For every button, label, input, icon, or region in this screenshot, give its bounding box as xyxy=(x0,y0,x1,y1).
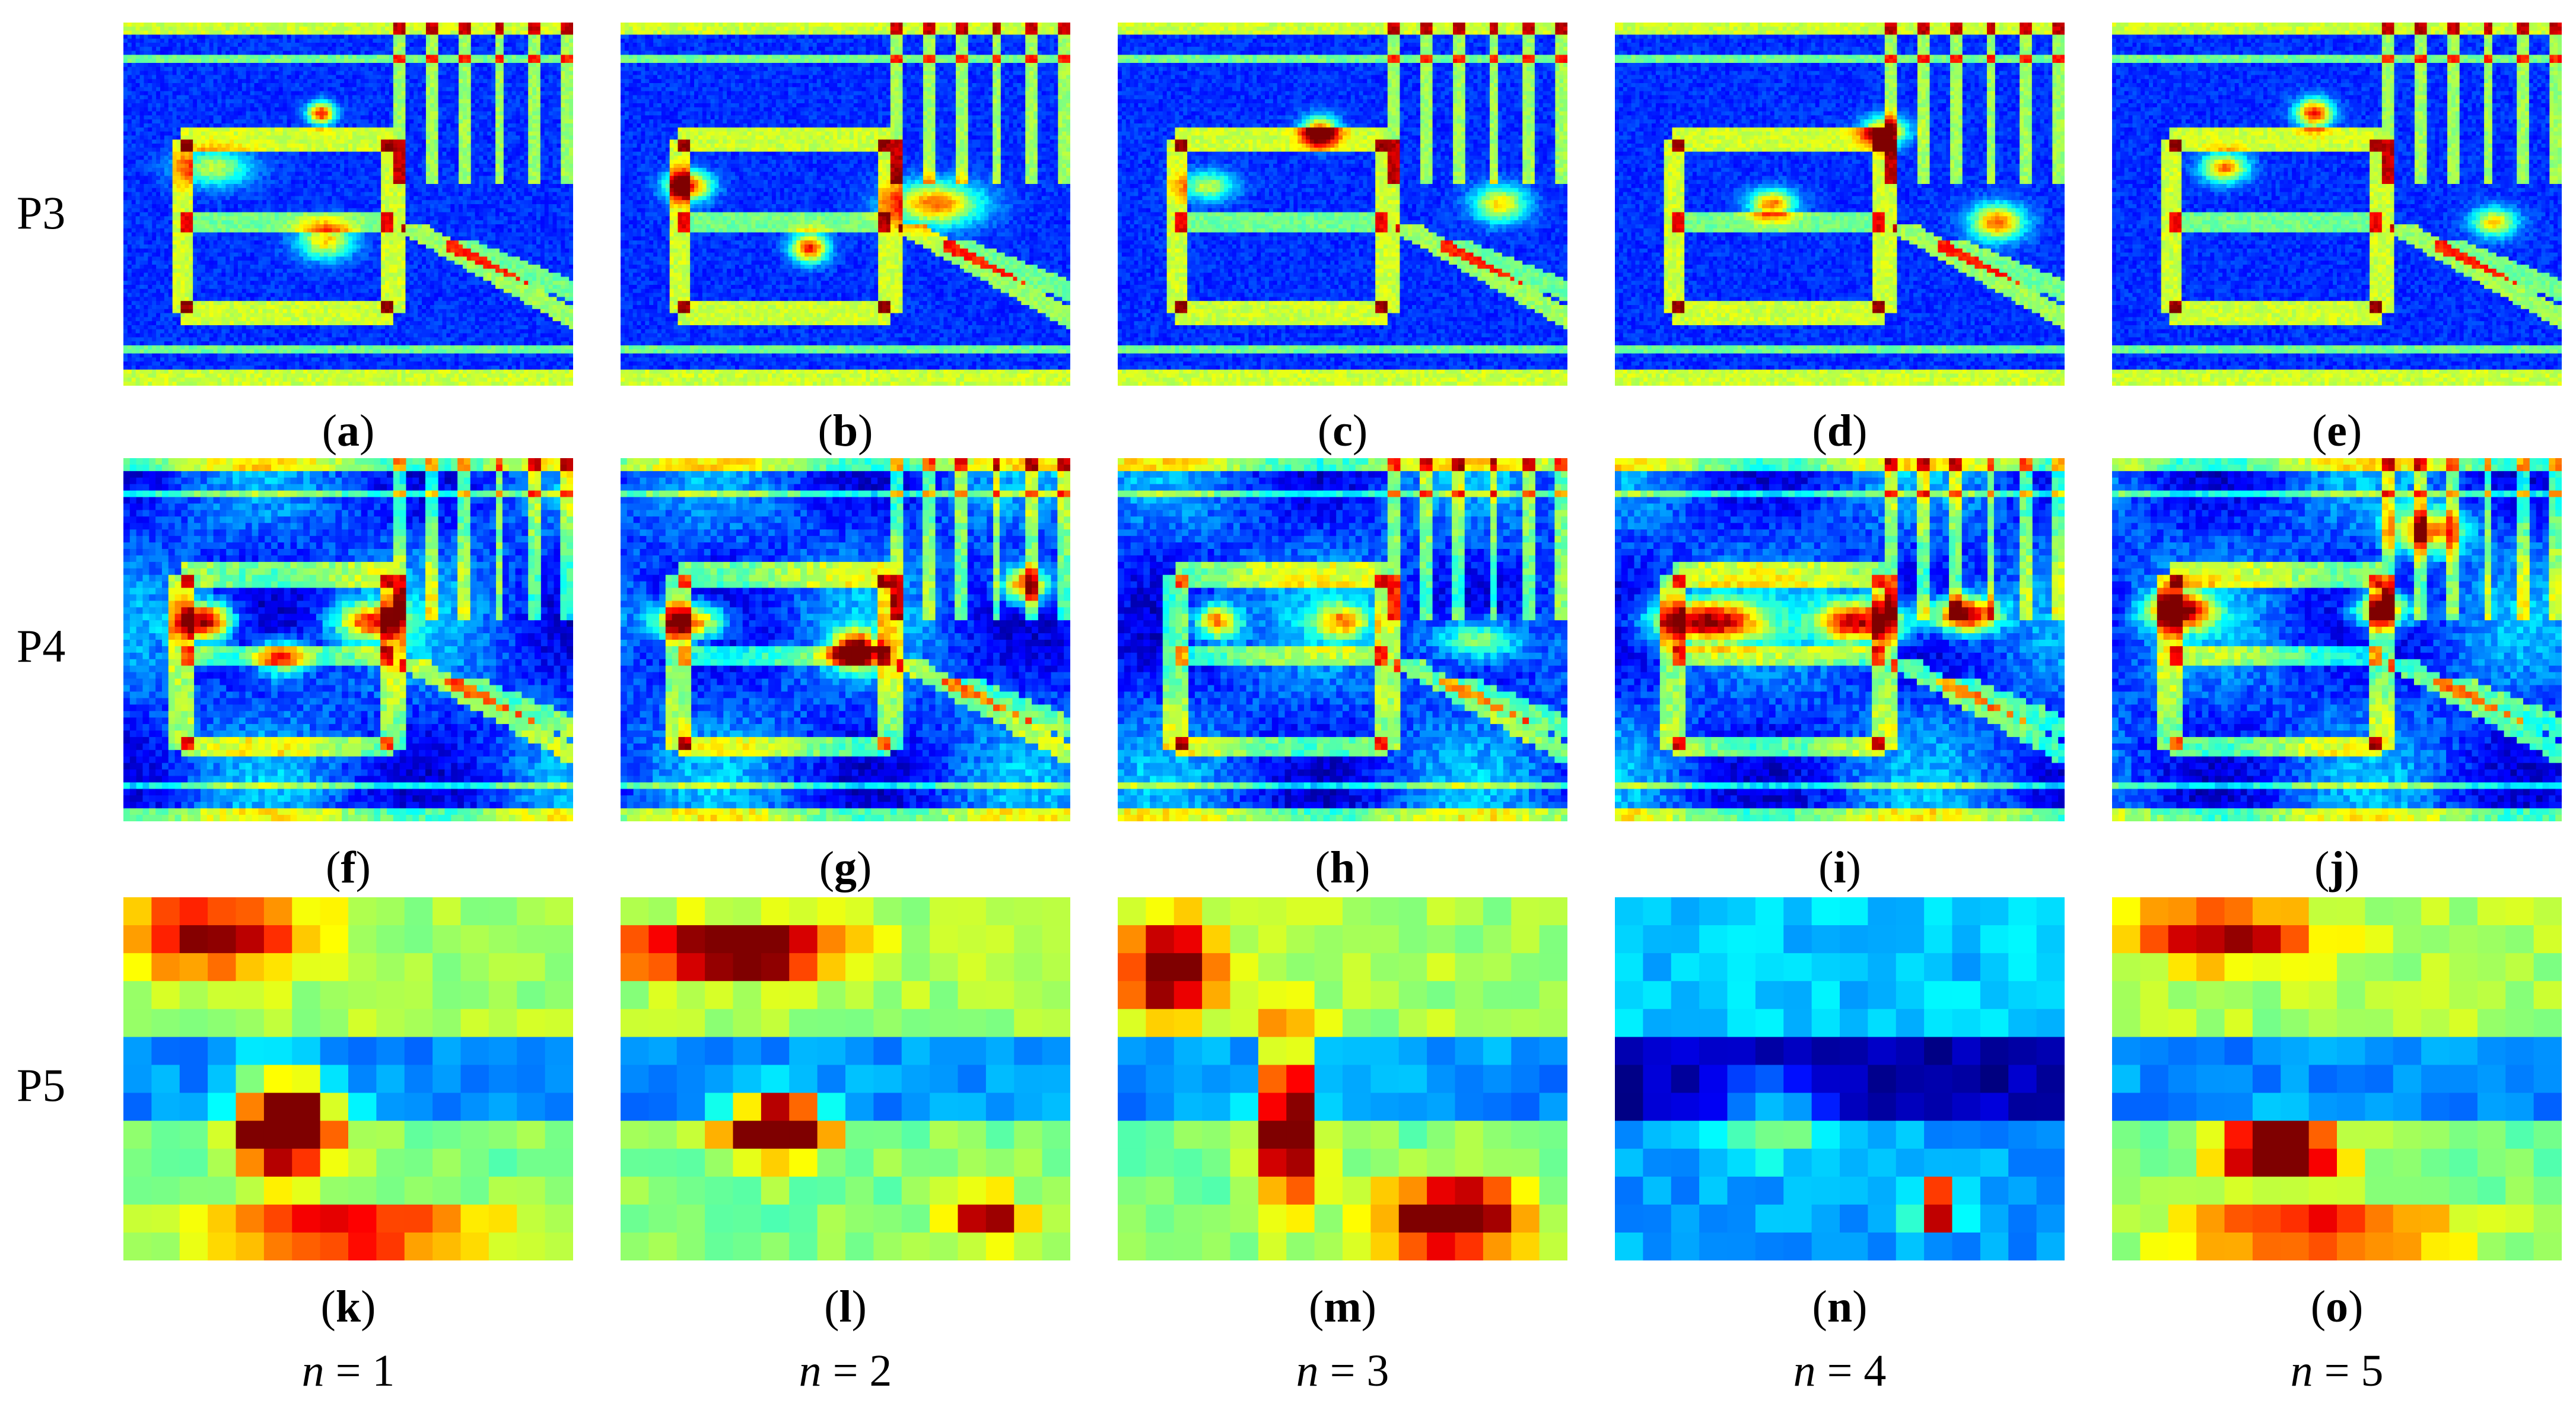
heatmap-m xyxy=(1118,897,1567,1260)
heatmap-e xyxy=(2112,23,2562,386)
n-label-3: n = 3 xyxy=(1118,1348,1567,1393)
caption-k: (k) xyxy=(123,1284,573,1329)
caption-f: (f) xyxy=(123,845,573,890)
n-label-1: n = 1 xyxy=(123,1348,573,1393)
caption-d: (d) xyxy=(1615,408,2065,453)
heatmap-k xyxy=(123,897,573,1260)
panel-n xyxy=(1615,897,2065,1260)
caption-m: (m) xyxy=(1118,1284,1567,1329)
heatmap-j xyxy=(2112,458,2562,821)
row-label-p3: P3 xyxy=(17,190,100,236)
heatmap-a xyxy=(123,23,573,386)
panel-b xyxy=(621,23,1070,386)
panel-g xyxy=(621,458,1070,821)
n-label-5: n = 5 xyxy=(2112,1348,2562,1393)
panel-o xyxy=(2112,897,2562,1260)
panel-h xyxy=(1118,458,1567,821)
panel-k xyxy=(123,897,573,1260)
panel-l xyxy=(621,897,1070,1260)
heatmap-n xyxy=(1615,897,2065,1260)
panel-i xyxy=(1615,458,2065,821)
panel-m xyxy=(1118,897,1567,1260)
caption-h: (h) xyxy=(1118,845,1567,890)
caption-o: (o) xyxy=(2112,1284,2562,1329)
panel-e xyxy=(2112,23,2562,386)
panel-c xyxy=(1118,23,1567,386)
caption-a: (a) xyxy=(123,408,573,453)
row-label-p5: P5 xyxy=(17,1062,100,1109)
heatmap-i xyxy=(1615,458,2065,821)
panel-a xyxy=(123,23,573,386)
row-label-p4: P4 xyxy=(17,623,100,669)
caption-g: (g) xyxy=(621,845,1070,890)
panel-j xyxy=(2112,458,2562,821)
n-label-4: n = 4 xyxy=(1615,1348,2065,1393)
caption-c: (c) xyxy=(1118,408,1567,453)
caption-e: (e) xyxy=(2112,408,2562,453)
caption-n: (n) xyxy=(1615,1284,2065,1329)
heatmap-f xyxy=(123,458,573,821)
caption-i: (i) xyxy=(1615,845,2065,890)
caption-j: (j) xyxy=(2112,845,2562,890)
heatmap-o xyxy=(2112,897,2562,1260)
heatmap-b xyxy=(621,23,1070,386)
panel-f xyxy=(123,458,573,821)
heatmap-l xyxy=(621,897,1070,1260)
caption-l: (l) xyxy=(621,1284,1070,1329)
panel-d xyxy=(1615,23,2065,386)
caption-b: (b) xyxy=(621,408,1070,453)
heatmap-c xyxy=(1118,23,1567,386)
heatmap-h xyxy=(1118,458,1567,821)
heatmap-d xyxy=(1615,23,2065,386)
n-label-2: n = 2 xyxy=(621,1348,1070,1393)
heatmap-g xyxy=(621,458,1070,821)
